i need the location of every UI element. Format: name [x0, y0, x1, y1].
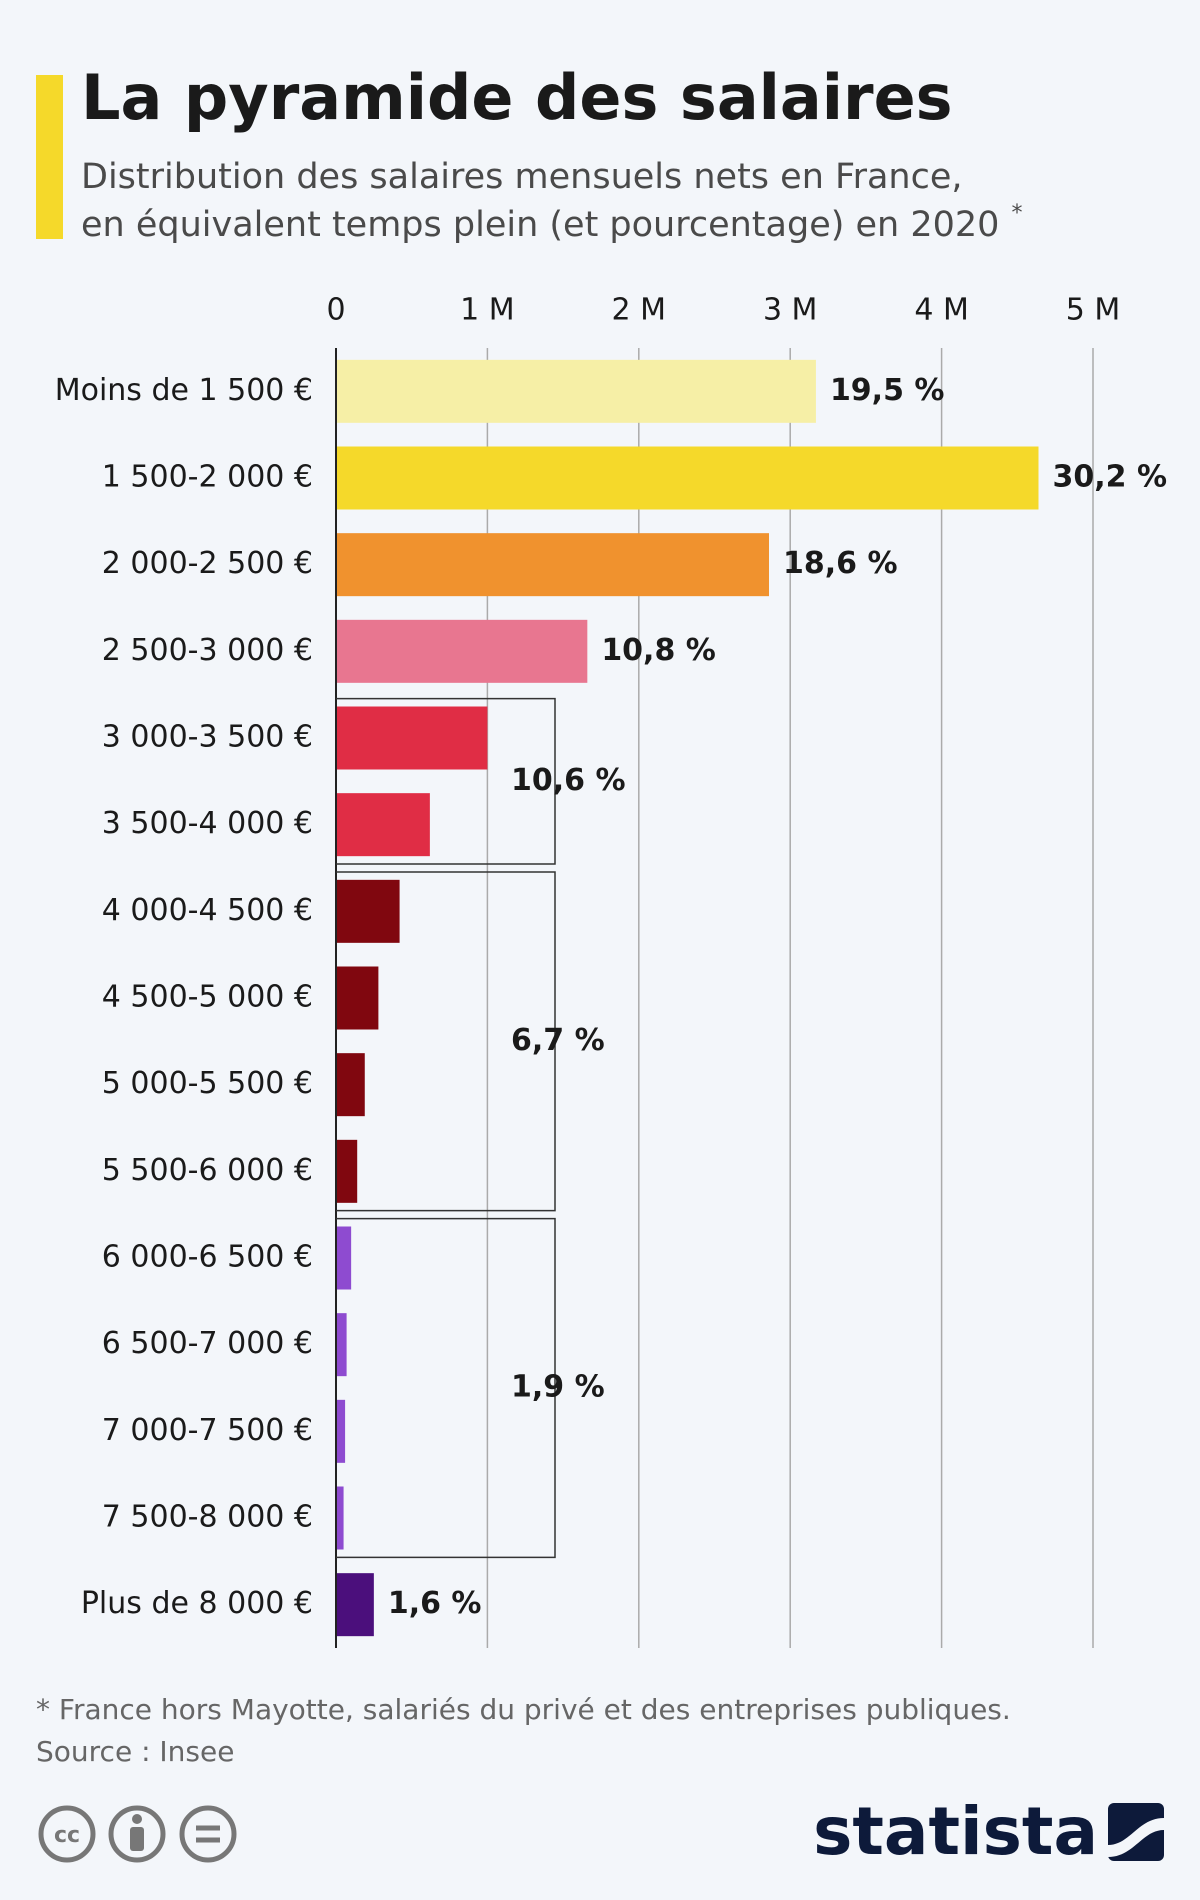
value-label: 30,2 %	[1052, 460, 1167, 495]
plot: 0 1 M 2 M 3 M 4 M 5 M Moins de 1 500 € 19,5 % 1 …	[55, 293, 1167, 1648]
group-label: 1,9 %	[511, 1370, 605, 1405]
x-tick-label: 5 M	[1066, 293, 1121, 328]
y-tick-label: 7 000-7 500 €	[102, 1413, 313, 1448]
logo-icon	[1108, 1803, 1164, 1861]
title-accent	[36, 75, 63, 239]
y-tick-label: Plus de 8 000 €	[81, 1586, 313, 1621]
by-icon	[108, 1805, 166, 1863]
bar	[336, 446, 1039, 510]
value-label: 19,5 %	[830, 373, 945, 408]
y-tick-label: 7 500-8 000 €	[102, 1500, 313, 1535]
bar	[336, 1313, 347, 1377]
bar	[336, 359, 816, 423]
logo: statista	[813, 1793, 1098, 1870]
y-tick-label: 6 500-7 000 €	[102, 1326, 313, 1361]
bar	[336, 1399, 346, 1463]
y-tick-label: 4 500-5 000 €	[102, 980, 313, 1015]
y-tick-label: 5 500-6 000 €	[102, 1153, 313, 1188]
by-head	[132, 1814, 142, 1824]
bar	[336, 1486, 344, 1550]
bar	[336, 619, 588, 683]
subtitle-mark: *	[1011, 201, 1022, 226]
value-label: 18,6 %	[783, 546, 898, 581]
group-bracket	[336, 1217, 556, 1559]
group-label: 10,6 %	[511, 763, 626, 798]
logo-swoosh	[1108, 1818, 1164, 1857]
bar	[336, 793, 430, 857]
group-bracket	[336, 697, 556, 865]
subtitle: Distribution des salaires mensuels nets …	[81, 157, 963, 197]
source: Source : Insee	[36, 1735, 234, 1768]
bar	[336, 879, 400, 943]
y-tick-label: 1 500-2 000 €	[102, 460, 313, 495]
bar	[336, 533, 770, 597]
cc-text: cc	[54, 1823, 80, 1848]
y-tick-label: 5 000-5 500 €	[102, 1066, 313, 1101]
x-tick-label: 1 M	[460, 293, 515, 328]
by-body	[130, 1827, 144, 1851]
x-tick-label: 0	[326, 293, 345, 328]
bar	[336, 1226, 352, 1290]
bar	[336, 1139, 358, 1203]
x-tick-label: 4 M	[914, 293, 969, 328]
bar	[336, 1053, 365, 1117]
y-tick-label: 3 000-3 500 €	[102, 720, 313, 755]
y-tick-label: Moins de 1 500 €	[55, 373, 313, 408]
y-tick-label: 3 500-4 000 €	[102, 806, 313, 841]
x-tick-label: 2 M	[612, 293, 667, 328]
cc-icon	[38, 1805, 96, 1863]
y-tick-label: 2 500-3 000 €	[102, 633, 313, 668]
license-icons: cc	[38, 1805, 237, 1863]
group-label: 6,7 %	[511, 1023, 605, 1058]
value-label: 1,6 %	[388, 1586, 482, 1621]
chart-title: La pyramide des salaires	[81, 61, 953, 134]
bar	[336, 1573, 374, 1637]
subtitle: en équivalent temps plein (et pourcentag…	[81, 205, 999, 245]
y-tick-label: 6 000-6 500 €	[102, 1240, 313, 1275]
y-tick-label: 2 000-2 500 €	[102, 546, 313, 581]
x-tick-label: 3 M	[763, 293, 818, 328]
group-bracket	[336, 871, 556, 1212]
y-tick-label: 4 000-4 500 €	[102, 893, 313, 928]
footnote: * France hors Mayotte, salariés du privé…	[36, 1693, 1011, 1726]
bar	[336, 706, 488, 770]
bar	[336, 966, 379, 1030]
nd-icon	[179, 1805, 237, 1863]
value-label: 10,8 %	[601, 633, 716, 668]
